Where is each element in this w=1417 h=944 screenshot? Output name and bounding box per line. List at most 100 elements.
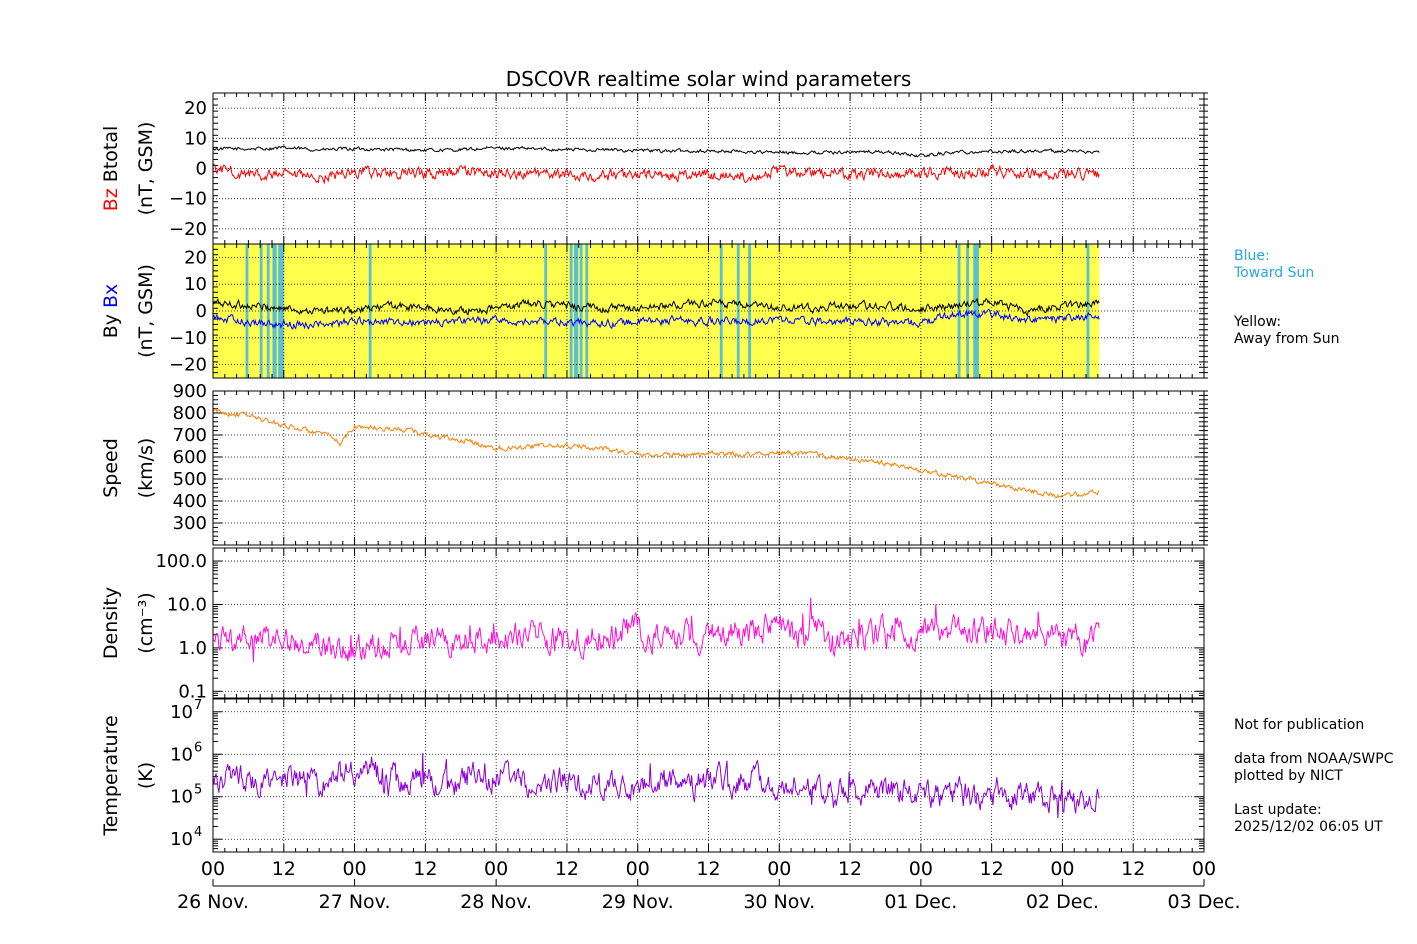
toward-sun-band <box>266 244 270 378</box>
x-hour-label: 00 <box>767 858 791 880</box>
x-date-label: 28 Nov. <box>460 891 532 913</box>
y-axis-label-part: Btotal <box>100 126 122 189</box>
toward-sun-band <box>973 244 979 378</box>
toward-sun-band <box>569 244 573 378</box>
x-hour-label: 00 <box>484 858 508 880</box>
y-axis-label-part: Bz <box>100 188 122 211</box>
y-tick-label: 10 <box>184 128 207 149</box>
y-axis-label: Bz Btotal <box>100 126 122 212</box>
series-bx <box>212 308 1100 330</box>
toward-sun-band <box>368 244 372 378</box>
toward-sun-band <box>585 244 589 378</box>
x-date-label: 26 Nov. <box>177 891 249 913</box>
y-tick-label: 20 <box>184 247 207 268</box>
y-tick-label: 10 <box>170 744 193 765</box>
y-axis-label-part: By <box>100 314 122 338</box>
series-by <box>212 297 1100 318</box>
y-axis-units: (cm⁻³) <box>135 592 157 653</box>
x-hour-label: 12 <box>838 858 862 880</box>
x-hour-label: 12 <box>696 858 720 880</box>
x-hour-label: 00 <box>342 858 366 880</box>
x-hour-label: 12 <box>272 858 296 880</box>
y-axis-label: Density <box>100 587 122 659</box>
y-tick-exponent: 7 <box>194 698 202 713</box>
chart-title: DSCOVR realtime solar wind parameters <box>506 67 912 91</box>
panel-magnetic-field-components: 20 10 0 −10 −20 By Bx (nT, GSM) <box>100 243 1208 379</box>
x-hour-label: 12 <box>413 858 437 880</box>
toward-sun-band <box>279 244 284 378</box>
y-tick-label: 1.0 <box>178 638 207 659</box>
x-hour-label: 00 <box>201 858 225 880</box>
y-tick-label: 500 <box>173 469 207 490</box>
y-axis-label: Speed <box>100 438 122 498</box>
legend-toward-sun: Blue: Toward Sun <box>1234 248 1315 281</box>
x-date-label: 01 Dec. <box>884 891 957 913</box>
toward-sun-band <box>544 244 548 378</box>
panel-frame <box>212 243 1205 379</box>
toward-sun-band <box>1086 244 1090 378</box>
legend-away-from-sun: Yellow: Away from Sun <box>1234 314 1340 347</box>
y-axis-units: (km/s) <box>135 438 157 499</box>
y-tick-label: 0 <box>196 159 207 180</box>
series-speed <box>212 408 1100 498</box>
x-hour-label: 12 <box>555 858 579 880</box>
toward-sun-band <box>748 244 751 378</box>
series-density <box>212 597 1100 663</box>
panel-frame <box>212 547 1205 699</box>
x-hour-label: 12 <box>980 858 1004 880</box>
y-tick-label: 10 <box>184 274 207 295</box>
toward-sun-band <box>272 244 277 378</box>
x-date-label: 29 Nov. <box>602 891 674 913</box>
series-btotal <box>212 145 1100 158</box>
y-tick-exponent: 5 <box>194 783 202 798</box>
y-tick-label: −20 <box>169 355 207 376</box>
y-tick-exponent: 6 <box>194 740 202 755</box>
y-axis-units: (nT, GSM) <box>135 264 157 358</box>
y-tick-label: 10 <box>170 702 193 723</box>
y-tick-exponent: 4 <box>194 825 202 840</box>
y-tick-label: 700 <box>173 425 207 446</box>
y-tick-label: 300 <box>173 513 207 534</box>
panel-frame <box>212 698 1205 853</box>
x-date-label: 27 Nov. <box>319 891 391 913</box>
y-tick-label: 600 <box>173 447 207 468</box>
y-axis-label: By Bx <box>100 284 122 339</box>
notes-block: Not for publication data from NOAA/SWPC … <box>1234 717 1394 835</box>
x-date-label: 02 Dec. <box>1026 891 1099 913</box>
y-axis-label: Temperature <box>100 715 122 836</box>
panel-magnetic-field-total: 20 10 0 −10 −20 Bz Btotal (nT, GSM) DSCOVR real… <box>100 67 1208 245</box>
series-bz <box>212 163 1100 185</box>
panel-frame <box>212 390 1205 546</box>
toward-sun-band <box>966 244 969 378</box>
y-tick-label: −10 <box>169 328 207 349</box>
x-hour-label: 12 <box>1121 858 1145 880</box>
y-tick-label: 10.0 <box>167 594 207 615</box>
y-tick-label: 900 <box>173 381 207 402</box>
y-tick-label: 400 <box>173 491 207 512</box>
y-tick-label: 100.0 <box>155 551 207 572</box>
x-date-label: 03 Dec. <box>1167 891 1240 913</box>
y-tick-label: 800 <box>173 403 207 424</box>
x-hour-label: 00 <box>1192 858 1216 880</box>
y-axis-label-part: Bx <box>100 284 122 314</box>
panel-density: 100.0 10.0 1.0 0.1 Density (cm⁻³) <box>100 547 1205 702</box>
series-temperature <box>212 753 1100 819</box>
y-tick-label: −20 <box>169 219 207 240</box>
y-tick-label: −10 <box>169 189 207 210</box>
x-hour-label: 00 <box>626 858 650 880</box>
y-tick-label: 20 <box>184 98 207 119</box>
y-axis-units: (nT, GSM) <box>135 122 157 216</box>
y-axis-units: (K) <box>135 762 157 789</box>
x-hour-label: 00 <box>909 858 933 880</box>
x-hour-label: 00 <box>1050 858 1074 880</box>
y-tick-label: 10 <box>170 787 193 808</box>
y-tick-label: 10 <box>170 829 193 850</box>
toward-sun-band <box>719 244 723 378</box>
x-axis: 00 12 00 12 00 12 00 12 00 12 00 12 00 12 00 26 Nov. 27 … <box>177 858 1240 913</box>
y-tick-label: 0 <box>196 301 207 322</box>
x-date-label: 30 Nov. <box>743 891 815 913</box>
y-tick-label: 0.1 <box>178 681 207 702</box>
